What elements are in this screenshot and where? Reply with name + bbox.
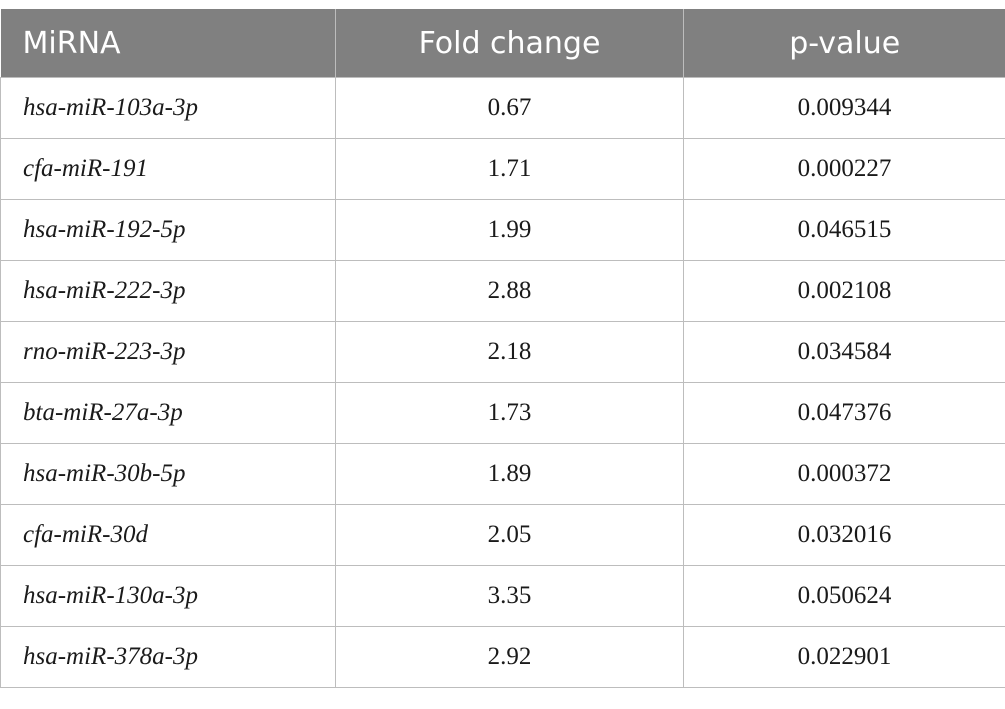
mirna-cell: hsa-miR-130a-3p <box>0 565 336 627</box>
mirna-cell: bta-miR-27a-3p <box>0 382 336 444</box>
table-wrapper: MiRNA Fold change p-value hsa-miR-103a-3p 0… <box>0 9 1005 688</box>
value-cell: 1.73 <box>335 382 684 444</box>
table-row: hsa-miR-30b-5p 1.89 0.000372 <box>0 443 1005 505</box>
value-cell: 1.71 <box>335 138 684 200</box>
value-cell: 1.99 <box>335 199 684 261</box>
mirna-cell: hsa-miR-378a-3p <box>0 626 336 688</box>
header-cell: MiRNA <box>0 9 336 78</box>
table-row: hsa-miR-130a-3p 3.35 0.050624 <box>0 565 1005 627</box>
table-body: hsa-miR-103a-3p 0.67 0.009344 cfa-miR-191 1.… <box>0 77 1005 688</box>
value-cell: 2.18 <box>335 321 684 383</box>
value-cell: 0.67 <box>335 77 684 139</box>
value-cell: 0.002108 <box>683 260 1005 322</box>
value-cell: 0.046515 <box>683 199 1005 261</box>
value-cell: 2.05 <box>335 504 684 566</box>
mirna-cell: hsa-miR-30b-5p <box>0 443 336 505</box>
header-row: MiRNA Fold change p-value <box>0 9 1005 78</box>
header-cell: p-value <box>683 9 1005 78</box>
table-row: hsa-miR-192-5p 1.99 0.046515 <box>0 199 1005 261</box>
header-cell: Fold change <box>335 9 684 78</box>
mirna-cell: hsa-miR-222-3p <box>0 260 336 322</box>
value-cell: 0.032016 <box>683 504 1005 566</box>
table-row: bta-miR-27a-3p 1.73 0.047376 <box>0 382 1005 444</box>
mirna-cell: rno-miR-223-3p <box>0 321 336 383</box>
mirna-cell: cfa-miR-191 <box>0 138 336 200</box>
value-cell: 0.034584 <box>683 321 1005 383</box>
table-row: cfa-miR-191 1.71 0.000227 <box>0 138 1005 200</box>
mirna-cell: cfa-miR-30d <box>0 504 336 566</box>
value-cell: 1.89 <box>335 443 684 505</box>
mirna-cell: hsa-miR-192-5p <box>0 199 336 261</box>
table-row: hsa-miR-222-3p 2.88 0.002108 <box>0 260 1005 322</box>
value-cell: 2.92 <box>335 626 684 688</box>
data-table: MiRNA Fold change p-value hsa-miR-103a-3p 0… <box>0 9 1005 688</box>
table-row: rno-miR-223-3p 2.18 0.034584 <box>0 321 1005 383</box>
value-cell: 0.022901 <box>683 626 1005 688</box>
table-row: cfa-miR-30d 2.05 0.032016 <box>0 504 1005 566</box>
value-cell: 3.35 <box>335 565 684 627</box>
mirna-cell: hsa-miR-103a-3p <box>0 77 336 139</box>
value-cell: 0.000227 <box>683 138 1005 200</box>
value-cell: 0.047376 <box>683 382 1005 444</box>
table-row: hsa-miR-378a-3p 2.92 0.022901 <box>0 626 1005 688</box>
value-cell: 0.000372 <box>683 443 1005 505</box>
value-cell: 0.050624 <box>683 565 1005 627</box>
value-cell: 2.88 <box>335 260 684 322</box>
value-cell: 0.009344 <box>683 77 1005 139</box>
table-row: hsa-miR-103a-3p 0.67 0.009344 <box>0 77 1005 139</box>
